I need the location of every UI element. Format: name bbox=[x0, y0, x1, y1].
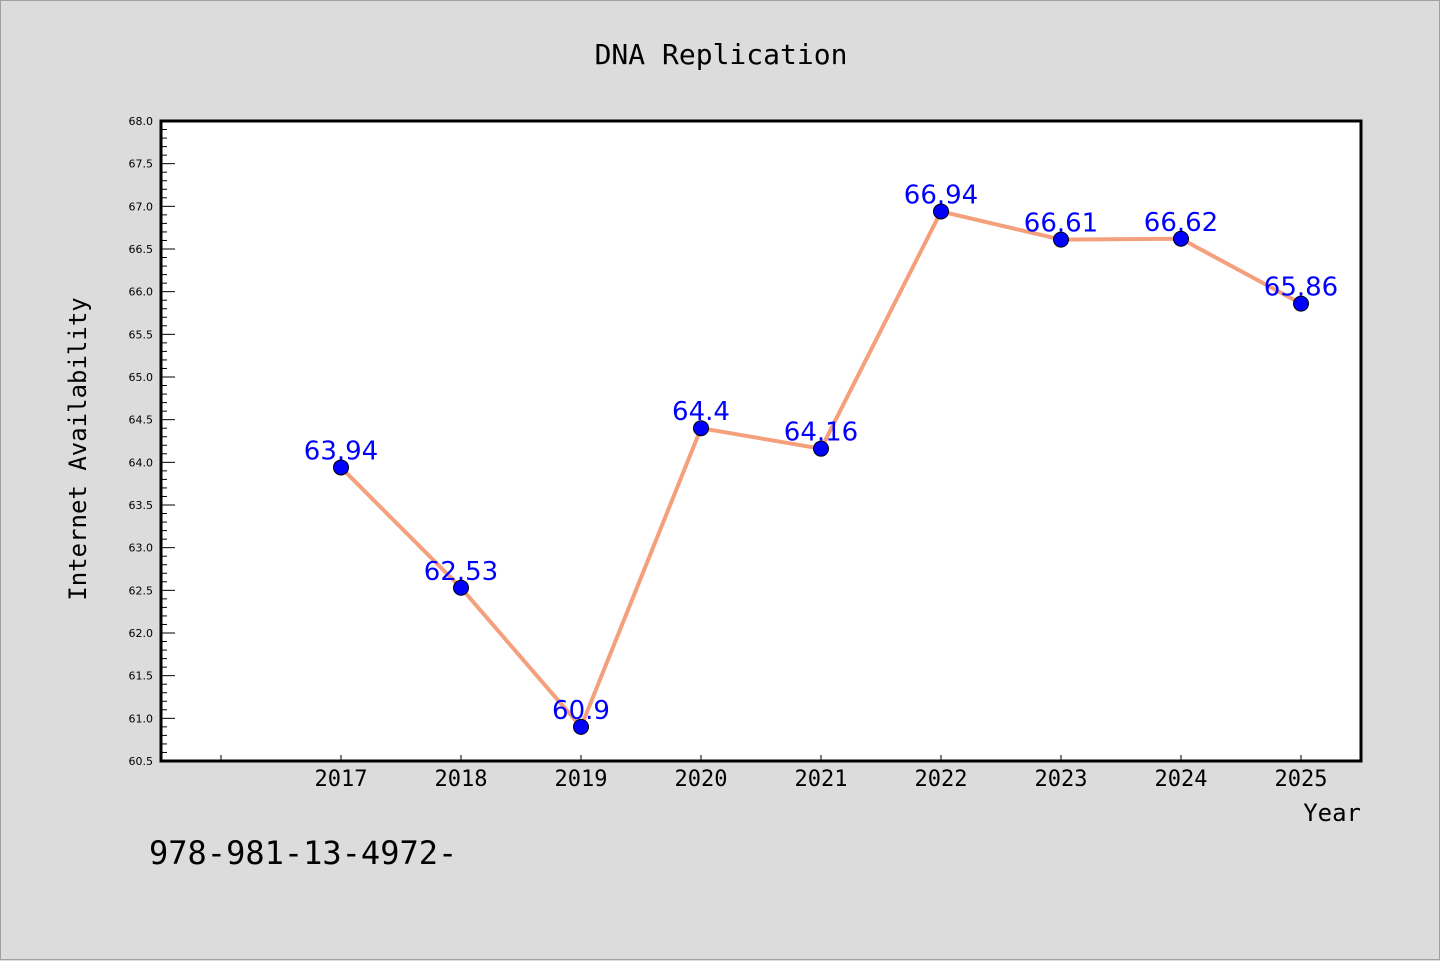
x-tick-label: 2023 bbox=[1035, 767, 1088, 792]
y-tick-label: 62.0 bbox=[129, 627, 154, 640]
y-tick-label: 64.0 bbox=[129, 456, 154, 469]
x-tick-label: 2024 bbox=[1155, 767, 1208, 792]
data-label: 66.94 bbox=[904, 180, 978, 210]
data-point bbox=[333, 459, 349, 476]
x-tick-label: 2025 bbox=[1275, 767, 1328, 792]
x-tick-label: 2022 bbox=[915, 767, 968, 792]
y-axis: 60.5 61.0 61.5 62.0 62.5 63.0 63.5 64.0 64.5 65.0… bbox=[129, 115, 175, 768]
data-label: 65.86 bbox=[1264, 273, 1338, 303]
data-label: 64.4 bbox=[672, 397, 730, 427]
data-label: 62.53 bbox=[424, 557, 498, 587]
x-tick-label: 2019 bbox=[555, 767, 608, 792]
y-tick-label: 67.0 bbox=[129, 200, 154, 213]
data-point bbox=[1293, 295, 1309, 312]
data-point bbox=[453, 579, 469, 596]
data-point bbox=[933, 203, 949, 220]
x-tick-label: 2020 bbox=[675, 767, 728, 792]
series-layer: 63.94 62.53 60.9 64.4 64.16 66.94 66.61 66.62 65… bbox=[304, 180, 1338, 735]
x-tick-label: 2021 bbox=[795, 767, 848, 792]
y-tick-label: 61.5 bbox=[129, 670, 154, 683]
data-label: 64.16 bbox=[784, 418, 858, 448]
chart-title: DNA Replication bbox=[595, 38, 848, 71]
x-tick-label: 2017 bbox=[315, 767, 368, 792]
data-label: 60.9 bbox=[552, 696, 610, 726]
y-tick-label: 62.5 bbox=[129, 584, 154, 597]
data-point bbox=[1173, 230, 1189, 247]
data-point bbox=[1053, 231, 1069, 248]
data-point bbox=[573, 718, 589, 735]
data-point bbox=[693, 420, 709, 437]
data-label: 66.61 bbox=[1024, 209, 1098, 239]
y-tick-label: 66.0 bbox=[129, 286, 154, 299]
data-label: 63.94 bbox=[304, 436, 378, 466]
x-axis-label: Year bbox=[1303, 799, 1361, 827]
y-tick-label: 63.0 bbox=[129, 542, 154, 555]
x-tick-label: 2018 bbox=[435, 767, 488, 792]
y-tick-label: 64.5 bbox=[129, 414, 154, 427]
y-tick-label: 63.5 bbox=[129, 499, 154, 512]
y-axis-label: Internet Availability bbox=[64, 297, 92, 600]
y-tick-label: 61.0 bbox=[129, 712, 154, 725]
x-axis: 2017 2018 2019 2020 2021 2022 2023 2024 2025 bbox=[220, 755, 1328, 792]
data-point bbox=[813, 440, 829, 457]
y-tick-label: 66.5 bbox=[129, 243, 154, 256]
y-tick-label: 67.5 bbox=[129, 158, 154, 171]
plot-area bbox=[159, 119, 1363, 763]
data-label: 66.62 bbox=[1144, 208, 1218, 238]
y-tick-label: 60.5 bbox=[129, 755, 154, 768]
y-tick-label: 65.0 bbox=[129, 371, 154, 384]
footnote: 978-981-13-4972- bbox=[149, 834, 457, 872]
y-tick-label: 68.0 bbox=[129, 115, 154, 128]
y-tick-label: 65.5 bbox=[129, 328, 154, 341]
